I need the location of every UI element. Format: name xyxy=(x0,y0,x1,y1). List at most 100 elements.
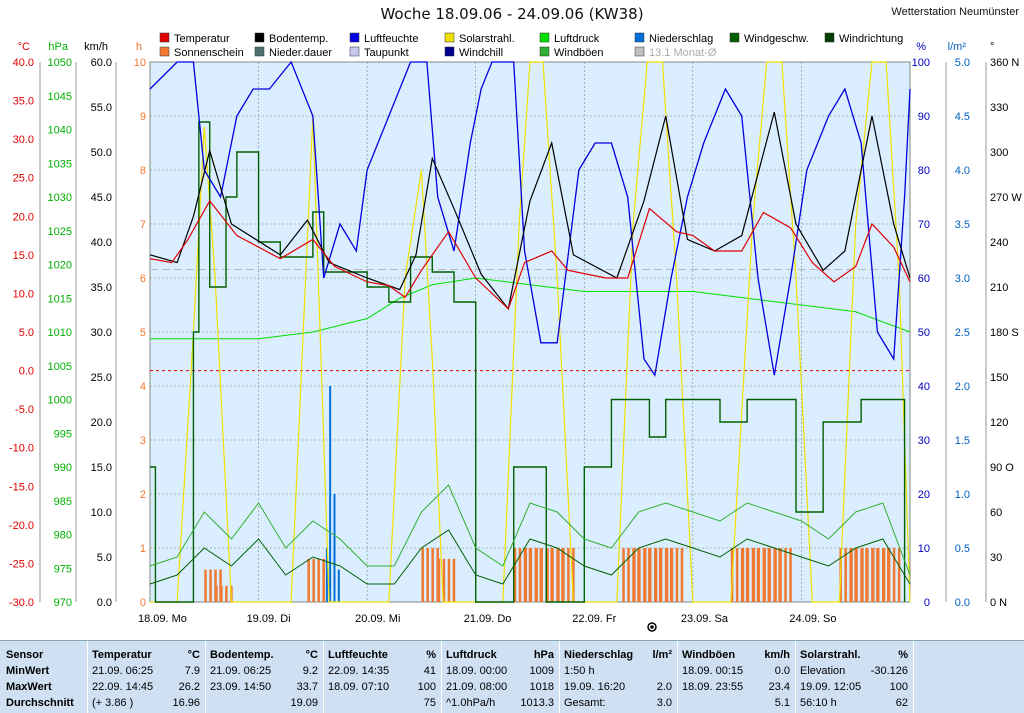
stats-cell: 1013.3 xyxy=(520,697,554,709)
humidity-axis-tick: 10 xyxy=(918,543,930,555)
temp-axis-unit: °C xyxy=(18,41,30,53)
sunshine-bar xyxy=(225,585,228,602)
sunshine-bar xyxy=(757,548,761,602)
sunshine-axis-tick: 7 xyxy=(140,219,146,231)
sunshine-bar xyxy=(557,548,560,602)
sunshine-bar xyxy=(768,548,771,602)
humidity-axis-tick: 70 xyxy=(918,219,930,231)
sunshine-bar xyxy=(546,548,549,602)
sunshine-bar xyxy=(437,558,441,602)
sunshine-axis-tick: 4 xyxy=(140,381,146,393)
sunshine-bar xyxy=(215,585,218,602)
wind-axis-tick: 55.0 xyxy=(91,102,112,114)
rain-axis-tick: 4.0 xyxy=(955,165,970,177)
day-label: 23.09. Sa xyxy=(681,613,729,625)
wind-axis-tick: 50.0 xyxy=(91,147,112,159)
stats-cell: Luftfeuchte xyxy=(328,649,388,661)
rain-axis-tick: 1.5 xyxy=(955,435,970,447)
sunshine-bar xyxy=(567,548,570,602)
day-label: 18.09. Mo xyxy=(138,613,187,625)
pressure-axis-tick: 1020 xyxy=(48,260,72,272)
legend-swatch xyxy=(159,32,170,43)
legend-item: Solarstrahl. xyxy=(459,33,515,45)
sunshine-bar xyxy=(882,548,886,602)
rain-axis-tick: 1.0 xyxy=(955,489,970,501)
sunshine-bar xyxy=(680,548,684,602)
sunshine-bar xyxy=(774,548,777,602)
wind-direction-line xyxy=(150,121,906,603)
stats-cell: 18.09. 00:15 xyxy=(682,665,744,677)
wind-axis-tick: 35.0 xyxy=(91,282,112,294)
sunshine-bar xyxy=(897,548,901,602)
humidity-axis-unit: % xyxy=(916,41,926,53)
stats-separator xyxy=(795,641,796,713)
now-marker-dot xyxy=(650,625,654,629)
sunshine-bar xyxy=(551,548,554,602)
stats-cell: 7.9 xyxy=(184,665,200,677)
humidity-axis-tick: 50 xyxy=(918,327,930,339)
legend-swatch xyxy=(159,46,170,57)
day-label: 22.09. Fr xyxy=(572,613,616,625)
stats-separator xyxy=(205,641,206,713)
wind-axis-tick: 5.0 xyxy=(97,552,112,564)
temperature-line xyxy=(149,199,911,310)
stats-cell: 56:10 h xyxy=(800,697,837,709)
direction-axis-tick: 120 xyxy=(990,417,1008,429)
sunshine-bar xyxy=(524,548,528,602)
wind-axis-unit: km/h xyxy=(84,41,108,53)
stats-cell: Solarstrahl. xyxy=(800,649,861,661)
direction-axis-unit: ° xyxy=(990,41,994,53)
stats-cell: hPa xyxy=(533,649,554,661)
legend-swatch xyxy=(444,46,455,57)
sunshine-bar xyxy=(752,548,756,602)
sunshine-bar xyxy=(855,548,858,602)
stats-cell: 0.0 xyxy=(774,665,790,677)
wind-axis-tick: 25.0 xyxy=(91,372,112,384)
stats-column: Luftdruck hPa 18.09. 00:00 1009 21.09. 08:00… xyxy=(442,641,560,713)
sunshine-axis-tick: 1 xyxy=(140,543,146,555)
sunshine-bar xyxy=(622,548,625,602)
humidity-axis-tick: 20 xyxy=(918,489,930,501)
direction-axis-tick: 0 N xyxy=(990,597,1007,609)
stats-cell: 19.09 xyxy=(290,697,318,709)
wind-axis-tick: 45.0 xyxy=(91,192,112,204)
rain-axis-unit: l/m² xyxy=(948,41,967,53)
temp-axis-tick: -5.0 xyxy=(15,404,34,416)
sunshine-bar xyxy=(535,548,538,602)
pressure-axis-tick: 985 xyxy=(54,496,72,508)
sunshine-bar xyxy=(204,569,207,602)
stats-cell: 18.09. 07:10 xyxy=(328,681,390,693)
sunshine-bar xyxy=(220,585,223,602)
rain-axis-tick: 2.5 xyxy=(955,327,970,339)
humidity-axis-tick: 100 xyxy=(912,57,930,69)
sunshine-bar xyxy=(741,548,745,602)
stats-column: Solarstrahl.% Elevation -30.126 19.09. 12:0… xyxy=(796,641,914,713)
sunshine-bar xyxy=(562,548,565,602)
stats-cell: -30.126 xyxy=(870,665,908,677)
legend-item: Windgeschw. xyxy=(744,33,809,45)
legend-item: Windböen xyxy=(554,47,604,59)
stats-cell: Luftdruck xyxy=(446,649,497,661)
stats-separator xyxy=(87,641,88,713)
wind-axis-tick: 0.0 xyxy=(97,597,112,609)
pressure-axis-tick: 995 xyxy=(54,428,72,440)
day-label: 20.09. Mi xyxy=(355,613,400,625)
day-label: 21.09. Do xyxy=(464,613,512,625)
temp-axis-tick: 10.0 xyxy=(13,288,34,300)
stats-cell: °C xyxy=(187,649,200,661)
rain-bar xyxy=(325,548,328,602)
stats-cell: (+ 3.86 ) xyxy=(92,697,134,709)
wind-axis-tick: 15.0 xyxy=(91,462,112,474)
stats-cell: 100 xyxy=(417,681,436,693)
sunshine-bar xyxy=(540,548,543,602)
temp-axis-tick: 0.0 xyxy=(19,366,34,378)
stats-cell: % xyxy=(898,649,908,661)
sunshine-bar xyxy=(209,569,212,602)
stats-cell: 100 xyxy=(889,681,908,693)
stats-cell: 33.7 xyxy=(296,681,318,693)
stats-cell: 26.2 xyxy=(178,681,200,693)
wind-axis-tick: 40.0 xyxy=(91,237,112,249)
rain-bar xyxy=(333,494,336,602)
sunshine-bar xyxy=(866,548,869,602)
rain-bar xyxy=(329,386,332,602)
